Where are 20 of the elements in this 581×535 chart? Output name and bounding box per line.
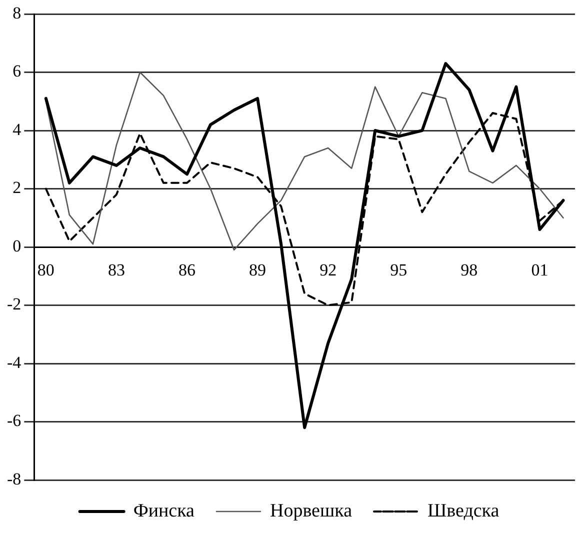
y-tick-label: -2 [6,294,22,314]
y-tick-label: 2 [12,178,22,198]
x-tick-label: 98 [460,260,478,280]
y-tick-label: 8 [12,3,22,22]
x-tick-label: 80 [37,260,54,280]
x-tick-label: 01 [531,260,548,280]
legend-label: Шведска [427,500,500,522]
x-tick-label: 86 [178,260,196,280]
y-tick-label: 0 [12,236,22,256]
legend-label: Финска [133,500,196,522]
y-tick-label: 6 [12,62,22,81]
x-tick-label: 92 [320,260,337,280]
x-tick-label: 83 [108,260,125,280]
y-tick-label: -4 [6,352,22,372]
x-tick-label: 89 [249,260,266,280]
y-tick-label: -6 [6,411,22,430]
legend-label: Норвешка [270,500,353,522]
y-tick-label: 4 [12,120,22,139]
x-tick-label: 95 [390,260,408,280]
y-tick-label: -8 [6,469,22,488]
